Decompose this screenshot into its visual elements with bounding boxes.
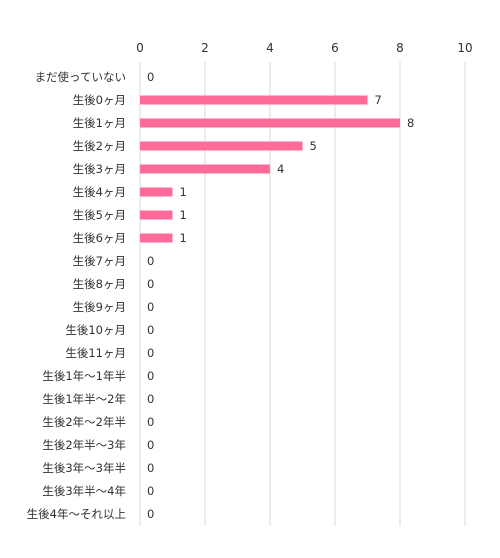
data-label: 1: [180, 231, 187, 245]
category-label: 生後3ヶ月: [73, 162, 126, 176]
category-label: 生後2年半〜3年: [42, 438, 126, 452]
category-label: 生後3年半〜4年: [42, 484, 126, 498]
bar: [140, 141, 303, 151]
category-label: 生後2年〜2年半: [42, 415, 126, 429]
data-label: 0: [147, 507, 154, 521]
category-label: 生後0ヶ月: [73, 93, 126, 107]
bar: [140, 187, 173, 197]
bar: [140, 95, 368, 105]
category-label: まだ使っていない: [35, 70, 126, 84]
x-tick-labels: 0 2 4 6 8 10: [136, 41, 472, 55]
data-label: 0: [147, 392, 154, 406]
data-label: 0: [147, 346, 154, 360]
data-label: 5: [310, 139, 317, 153]
category-label: 生後4ヶ月: [73, 185, 126, 199]
category-label: 生後3年〜3年半: [42, 461, 126, 475]
data-label: 0: [147, 323, 154, 337]
x-tick-label: 4: [266, 41, 274, 55]
data-label: 0: [147, 70, 154, 84]
bars: [140, 95, 400, 243]
category-label: 生後6ヶ月: [73, 231, 126, 245]
data-label: 0: [147, 484, 154, 498]
data-label: 0: [147, 254, 154, 268]
bar: [140, 210, 173, 220]
x-tick-label: 8: [396, 41, 404, 55]
x-tick-label: 0: [136, 41, 144, 55]
data-label: 1: [180, 208, 187, 222]
grid-layer: [139, 62, 466, 526]
data-label: 0: [147, 300, 154, 314]
category-label: 生後5ヶ月: [73, 208, 126, 222]
x-tick-label: 10: [457, 41, 472, 55]
data-label: 4: [277, 162, 284, 176]
category-label: 生後10ヶ月: [65, 323, 126, 337]
category-label: 生後1年〜1年半: [42, 369, 126, 383]
data-label: 0: [147, 438, 154, 452]
x-tick-label: 6: [331, 41, 339, 55]
category-label: 生後4年〜それ以上: [27, 507, 126, 521]
category-label: 生後9ヶ月: [73, 300, 126, 314]
data-label: 7: [375, 93, 382, 107]
x-tick-label: 2: [201, 41, 209, 55]
data-label: 1: [180, 185, 187, 199]
data-labels: 0 7 8 5 4 1 1 1 0 0 0 0 0 0 0 0 0 0 0 0: [147, 70, 414, 521]
category-label: 生後2ヶ月: [73, 139, 126, 153]
category-label: 生後8ヶ月: [73, 277, 126, 291]
category-label: 生後1ヶ月: [73, 116, 126, 130]
category-label: 生後11ヶ月: [65, 346, 126, 360]
category-labels: まだ使っていない生後0ヶ月生後1ヶ月生後2ヶ月生後3ヶ月生後4ヶ月生後5ヶ月生後…: [27, 70, 126, 521]
data-label: 0: [147, 461, 154, 475]
bar: [140, 118, 400, 128]
bar: [140, 233, 173, 243]
bar: [140, 164, 270, 174]
category-label: 生後7ヶ月: [73, 254, 126, 268]
data-label: 0: [147, 369, 154, 383]
data-label: 0: [147, 415, 154, 429]
data-label: 8: [407, 116, 414, 130]
category-label: 生後1年半〜2年: [42, 392, 126, 406]
data-label: 0: [147, 277, 154, 291]
